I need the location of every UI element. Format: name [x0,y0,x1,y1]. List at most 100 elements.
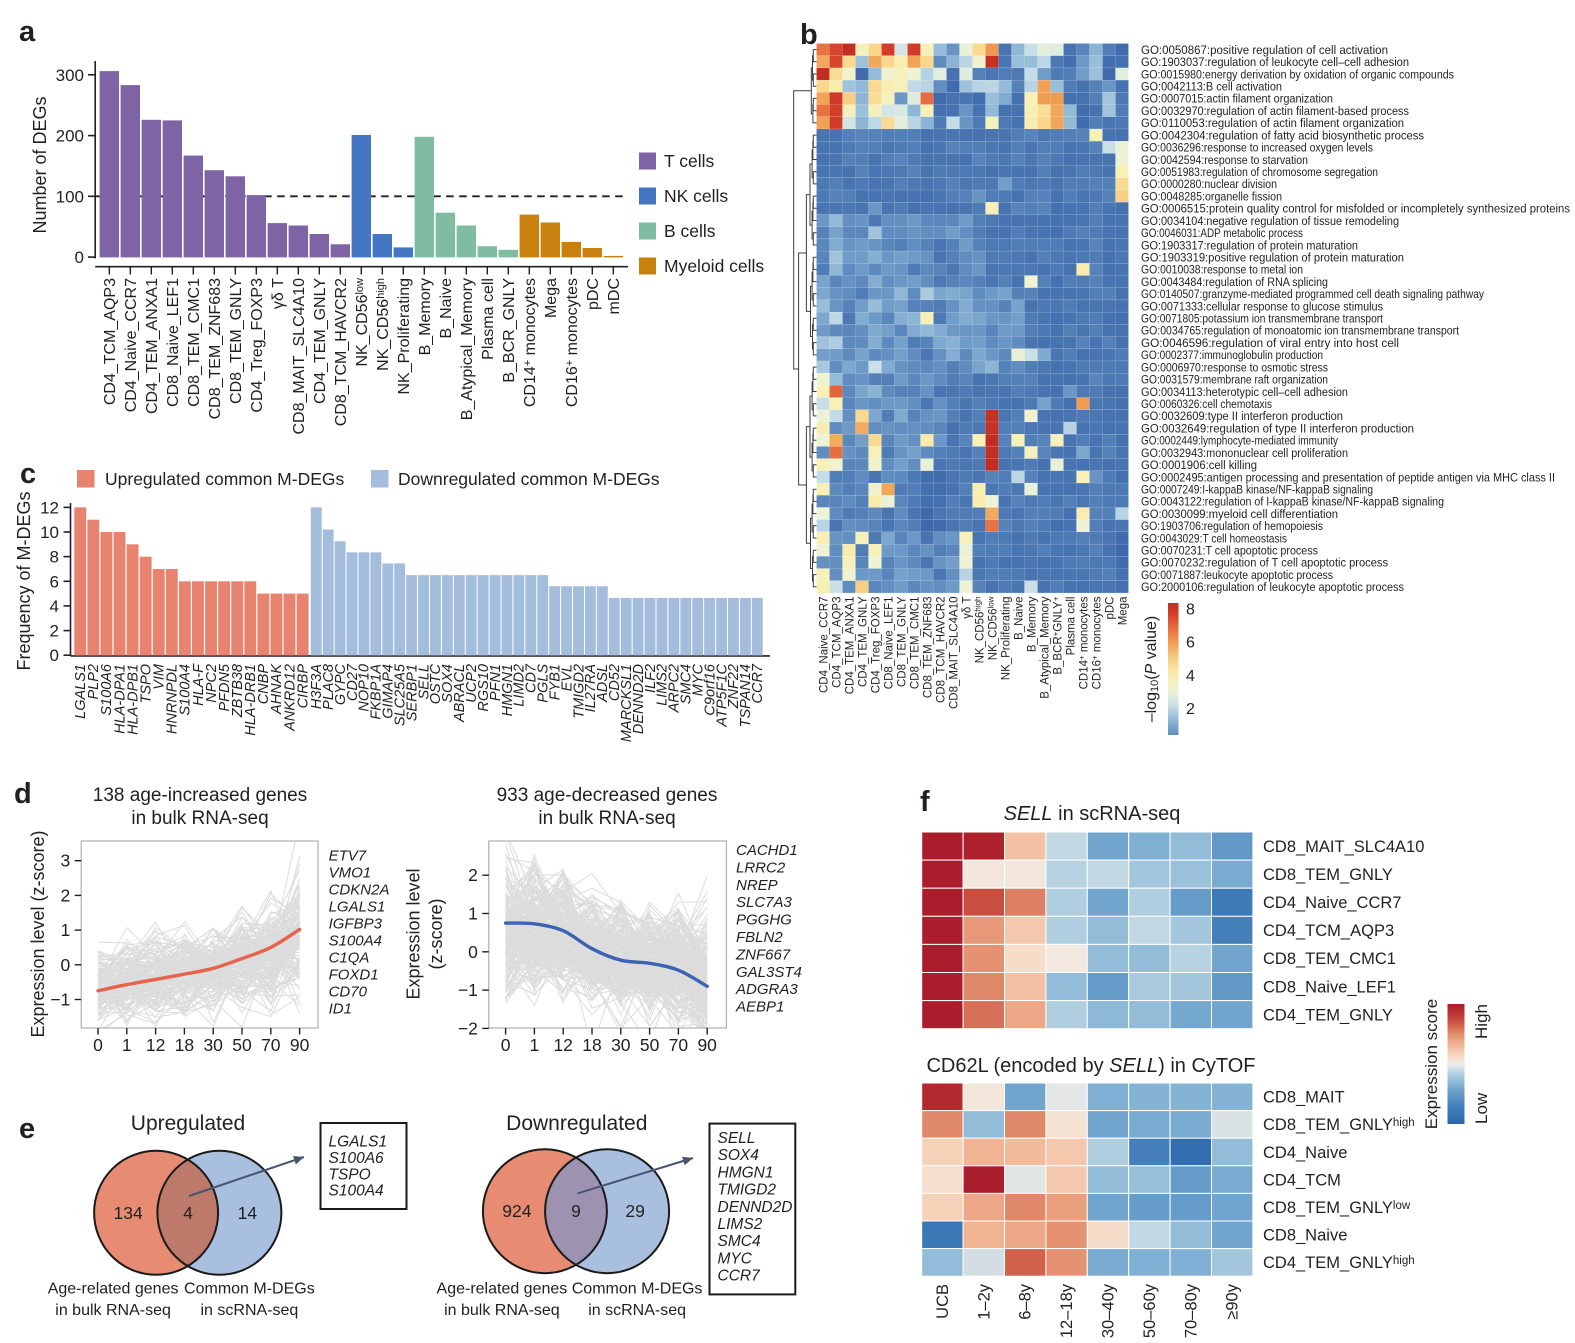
svg-text:SMC4: SMC4 [679,664,695,704]
svg-text:CD16+ monocytes: CD16+ monocytes [1091,596,1104,689]
svg-text:ATP5F1C: ATP5F1C [714,663,730,727]
svg-text:TSPAN14: TSPAN14 [738,664,754,727]
svg-text:CD4_TCM: CD4_TCM [1263,1171,1341,1189]
svg-text:134: 134 [113,1203,142,1223]
svg-text:S100A4: S100A4 [329,1183,385,1200]
svg-text:4: 4 [50,597,59,616]
svg-text:Expression level: Expression level [404,868,424,999]
svg-text:pDC: pDC [1104,597,1116,620]
svg-text:GO:0007015:actin filament orga: GO:0007015:actin filament organization [1141,92,1333,106]
svg-text:0: 0 [75,248,84,267]
svg-text:Number of DEGs: Number of DEGs [30,96,50,233]
svg-text:pDC: pDC [585,278,602,310]
svg-text:PFDN5: PFDN5 [217,663,233,711]
svg-text:Upregulated: Upregulated [131,1112,245,1135]
svg-text:GO:0043029:T cell homeostasis: GO:0043029:T cell homeostasis [1141,531,1287,545]
svg-text:50–60y: 50–60y [1141,1283,1159,1338]
svg-text:8: 8 [1186,602,1195,619]
svg-text:TMIGD2: TMIGD2 [571,664,587,719]
svg-text:CD4_Treg_FOXP3: CD4_Treg_FOXP3 [870,597,882,694]
svg-text:Frequency of M-DEGs: Frequency of M-DEGs [14,491,34,670]
svg-text:Downregulated: Downregulated [506,1112,647,1135]
svg-text:B_Naive: B_Naive [1013,597,1025,640]
svg-text:NK_CD56high: NK_CD56high [974,597,987,664]
svg-text:CD4_TCM_AQP3: CD4_TCM_AQP3 [1263,922,1394,940]
svg-text:6: 6 [50,572,59,591]
svg-text:CD4_Naive_CCR7: CD4_Naive_CCR7 [123,278,140,412]
svg-text:Myeloid cells: Myeloid cells [664,256,764,276]
svg-text:9: 9 [571,1201,581,1221]
svg-text:d: d [14,778,32,810]
svg-text:GO:0032970:regulation of actin: GO:0032970:regulation of actin filament-… [1141,104,1409,118]
svg-text:NK_CD56low: NK_CD56low [354,278,371,367]
svg-text:70: 70 [669,1035,689,1055]
svg-text:B_BCR+GNLY+: B_BCR+GNLY+ [1052,596,1065,675]
svg-text:90: 90 [290,1035,310,1055]
svg-text:Expression score: Expression score [1422,999,1441,1129]
svg-text:T cells: T cells [664,151,714,171]
svg-text:CD4_TEM_GNLYhigh: CD4_TEM_GNLYhigh [1263,1254,1415,1272]
svg-text:LGALS1: LGALS1 [73,664,89,719]
svg-text:B_Memory: B_Memory [1026,596,1038,652]
svg-text:GO:0015980:energy derivation b: GO:0015980:energy derivation by oxidatio… [1141,67,1454,81]
svg-text:MYC: MYC [718,1250,753,1267]
svg-text:ETV7: ETV7 [329,848,367,865]
svg-text:Age-related genes: Age-related genes [48,1281,179,1298]
svg-text:CD8_Naive_LEF1: CD8_Naive_LEF1 [883,597,895,690]
svg-text:SELL in scRNA-seq: SELL in scRNA-seq [1004,803,1181,825]
svg-text:70–80y: 70–80y [1182,1283,1200,1338]
svg-text:CD8_TEM_ZNF683: CD8_TEM_ZNF683 [922,597,934,699]
svg-text:B_Atypical_Memory: B_Atypical_Memory [1039,596,1051,699]
svg-text:GO:0060326:cell chemotaxis: GO:0060326:cell chemotaxis [1141,397,1272,411]
svg-text:GO:0036296:response to increas: GO:0036296:response to increased oxygen … [1141,141,1373,155]
svg-text:b: b [800,19,818,51]
svg-text:14: 14 [238,1203,258,1223]
svg-text:CD4_TEM_GNLY: CD4_TEM_GNLY [312,278,329,404]
svg-text:AEBP1: AEBP1 [735,999,784,1016]
svg-text:200: 200 [56,127,84,146]
svg-text:CD7: CD7 [524,663,540,693]
svg-text:CD4_TCM_AQP3: CD4_TCM_AQP3 [831,597,843,688]
svg-text:CD62L (encoded by SELL) in CyT: CD62L (encoded by SELL) in CyTOF [926,1055,1255,1077]
svg-text:HNRNPDL: HNRNPDL [165,664,181,734]
svg-text:GO:1903037:regulation of leuko: GO:1903037:regulation of leukocyte cell–… [1141,55,1409,69]
svg-text:CD14+ monocytes: CD14+ monocytes [1078,596,1091,689]
svg-text:GO:0010038:response to metal i: GO:0010038:response to metal ion [1141,263,1303,277]
svg-text:MARCKSL1: MARCKSL1 [619,664,635,742]
svg-text:30–40y: 30–40y [1100,1283,1118,1338]
svg-text:AHNAK: AHNAK [269,663,285,715]
svg-text:−1: −1 [50,990,70,1010]
svg-text:0: 0 [468,942,478,962]
svg-text:50: 50 [640,1035,660,1055]
svg-text:SOX4: SOX4 [718,1147,760,1164]
svg-text:γδ T: γδ T [270,278,287,309]
svg-text:GO:0032943:mononuclear cell pr: GO:0032943:mononuclear cell proliferatio… [1141,446,1348,460]
svg-text:ADGRA3: ADGRA3 [735,981,798,998]
svg-text:B_Atypical_Memory: B_Atypical_Memory [459,278,476,420]
svg-text:LRRC2: LRRC2 [736,859,786,876]
svg-text:a: a [19,16,36,48]
svg-text:GO:0042304:regulation of fatty: GO:0042304:regulation of fatty acid bios… [1141,128,1424,142]
svg-text:CIRBP: CIRBP [295,664,311,709]
svg-text:1: 1 [122,1035,132,1055]
svg-text:FBLN2: FBLN2 [736,929,783,946]
svg-text:Expression level (z-score): Expression level (z-score) [28,830,48,1037]
svg-text:CD4_TEM_GNLY: CD4_TEM_GNLY [1263,1006,1393,1024]
svg-text:924: 924 [502,1201,531,1221]
svg-text:LIMS2: LIMS2 [718,1216,763,1233]
svg-text:12: 12 [146,1035,165,1055]
svg-text:Mega: Mega [543,278,560,318]
svg-text:18: 18 [175,1035,194,1055]
svg-text:300: 300 [56,66,84,85]
svg-text:OSTC: OSTC [428,663,444,704]
svg-text:GO:0043484:regulation of RNA s: GO:0043484:regulation of RNA splicing [1141,275,1328,289]
svg-text:GO:0051983:regulation of chrom: GO:0051983:regulation of chromosome segr… [1141,165,1378,179]
svg-text:GIMAP4: GIMAP4 [381,664,397,719]
svg-text:MYC: MYC [691,663,707,696]
svg-text:2: 2 [60,885,70,905]
svg-text:CD8_TEM_CMC1: CD8_TEM_CMC1 [186,278,203,407]
svg-text:Mega: Mega [1117,596,1129,625]
svg-text:SOX4: SOX4 [440,664,456,703]
svg-text:GO:0050867:positive regulation: GO:0050867:positive regulation of cell a… [1141,43,1388,57]
svg-text:f: f [920,786,930,818]
